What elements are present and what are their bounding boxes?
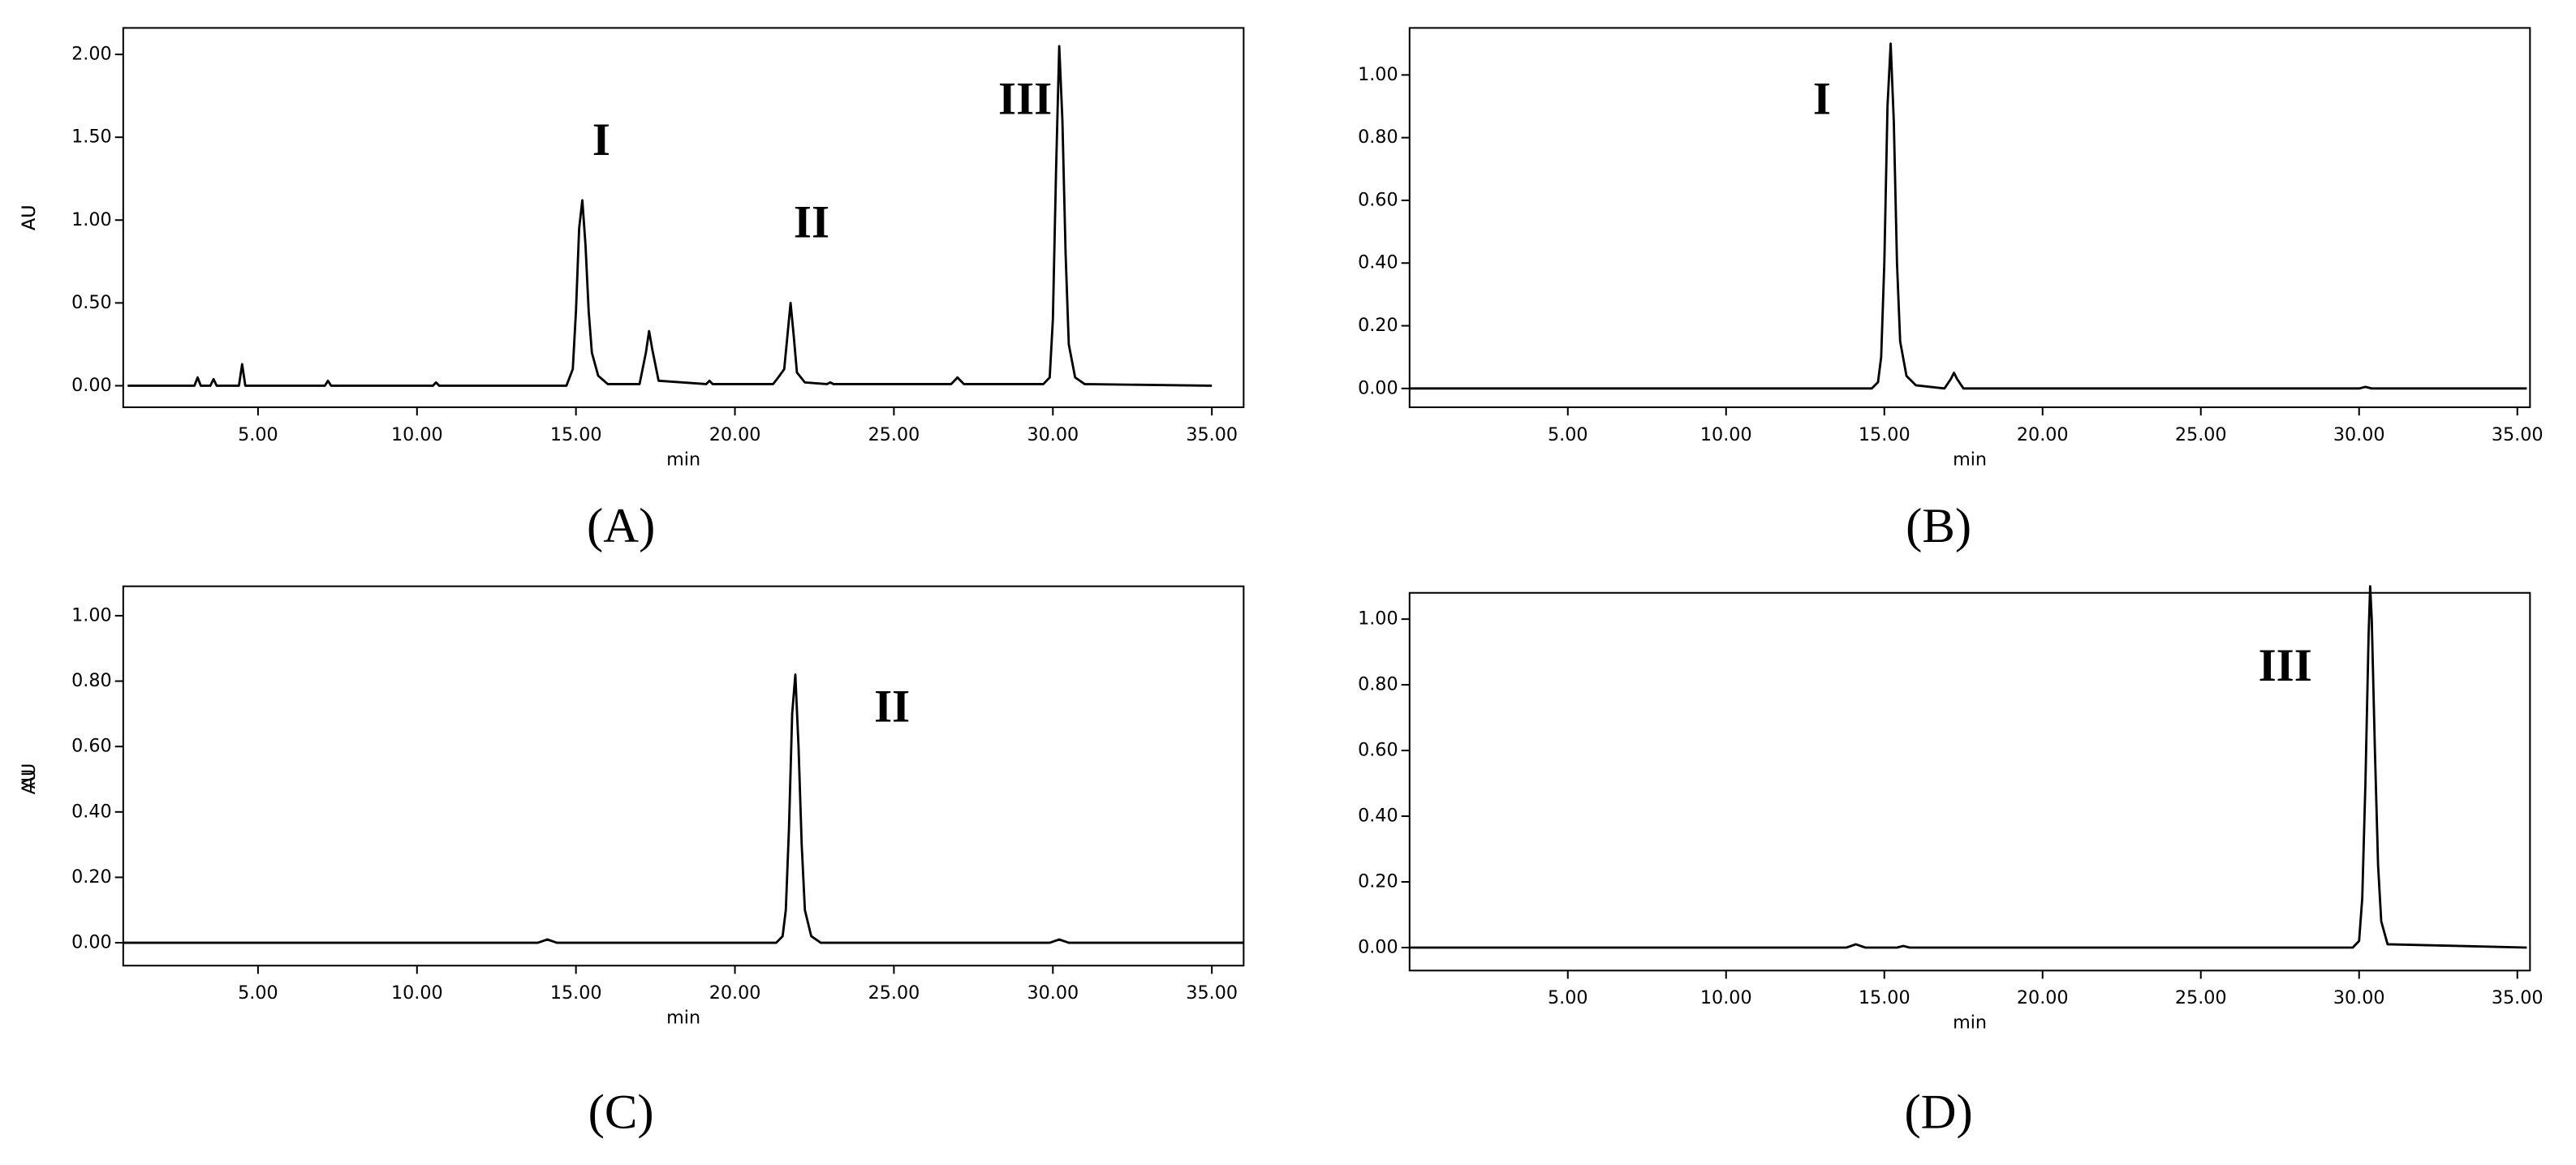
x-axis-label: min (1953, 1012, 1987, 1034)
y-tick-label: 0.80 (1358, 674, 1398, 695)
x-tick-label: 15.00 (1859, 424, 1910, 445)
x-axis-label: min (1953, 449, 1987, 470)
y-tick-label: 0.80 (71, 670, 112, 691)
y-tick-label: 0.20 (1358, 315, 1398, 336)
x-tick-label: 15.00 (550, 424, 602, 445)
x-tick-label: 35.00 (1186, 982, 1238, 1004)
y-tick-label: 2.00 (71, 44, 112, 65)
x-tick-label: 10.00 (391, 982, 443, 1004)
plot-frame (122, 585, 1245, 967)
y-tick-label: 0.00 (1358, 936, 1398, 957)
x-tick-label: 15.00 (1859, 987, 1910, 1008)
plot-frame (1408, 27, 2531, 409)
y-axis-label: AU (19, 763, 40, 789)
x-tick-label: 20.00 (709, 424, 761, 445)
y-tick-label: 1.00 (1358, 608, 1398, 630)
y-tick-label: 0.80 (1358, 127, 1398, 148)
y-tick-label: 0.20 (71, 866, 112, 888)
x-tick-label: 35.00 (2492, 987, 2544, 1008)
peak-annotation: III (2259, 641, 2312, 691)
y-tick-label: 1.00 (71, 604, 112, 625)
x-tick-label: 30.00 (2333, 424, 2385, 445)
x-tick-label: 5.00 (238, 424, 278, 445)
peak-annotation: I (1813, 75, 1831, 125)
panel-caption: (B) (1906, 499, 1971, 553)
y-tick-label: 0.40 (1358, 806, 1398, 827)
x-tick-label: 25.00 (2175, 987, 2227, 1008)
peak-annotation: II (794, 197, 829, 247)
y-tick-label: 0.00 (1358, 377, 1398, 398)
x-axis-label: min (666, 1008, 700, 1029)
y-tick-label: 0.40 (1358, 252, 1398, 273)
x-tick-label: 20.00 (2017, 424, 2069, 445)
x-tick-label: 25.00 (868, 982, 920, 1004)
y-tick-label: 0.20 (1358, 871, 1398, 892)
y-tick-label: 0.40 (71, 801, 112, 822)
y-axis-label: AU (19, 204, 40, 230)
chromatogram-line (1409, 585, 2527, 949)
x-tick-label: 10.00 (1700, 424, 1752, 445)
y-tick-label: 1.00 (1358, 64, 1398, 85)
x-axis-label: min (666, 449, 700, 470)
y-tick-label: 0.00 (71, 375, 112, 396)
x-tick-label: 25.00 (2175, 424, 2227, 445)
x-tick-label: 25.00 (868, 424, 920, 445)
plot-frame (1408, 591, 2531, 972)
x-tick-label: 35.00 (2492, 424, 2544, 445)
y-tick-label: 0.60 (71, 736, 112, 757)
x-tick-label: 15.00 (550, 982, 602, 1004)
peak-annotation: I (592, 115, 610, 166)
x-tick-label: 5.00 (1548, 987, 1588, 1008)
y-tick-label: 1.00 (71, 209, 112, 230)
y-tick-label: 0.50 (71, 292, 112, 313)
x-tick-label: 5.00 (238, 982, 278, 1004)
x-tick-label: 5.00 (1548, 424, 1588, 445)
peak-annotation: III (998, 75, 1052, 125)
x-tick-label: 30.00 (1027, 424, 1079, 445)
x-tick-label: 30.00 (1027, 982, 1079, 1004)
panel-caption: (D) (1904, 1085, 1972, 1139)
x-tick-label: 20.00 (709, 982, 761, 1004)
x-tick-label: 10.00 (1700, 987, 1752, 1008)
x-tick-label: 30.00 (2333, 987, 2385, 1008)
y-tick-label: 1.50 (71, 127, 112, 148)
x-tick-label: 20.00 (2017, 987, 2069, 1008)
chromatogram-line (1409, 42, 2527, 390)
chromatogram-line (127, 45, 1213, 387)
panel-caption: (A) (587, 499, 655, 553)
y-tick-label: 0.00 (71, 932, 112, 953)
chromatogram-line (123, 673, 1244, 944)
panel-caption: (C) (588, 1085, 654, 1139)
plot-frame (122, 27, 1245, 409)
y-tick-label: 0.60 (1358, 740, 1398, 761)
y-axis-label: AU (19, 204, 40, 230)
y-tick-label: 0.60 (1358, 189, 1398, 210)
x-tick-label: 10.00 (391, 424, 443, 445)
y-axis-label: AU (19, 769, 40, 795)
peak-annotation: II (874, 681, 910, 732)
x-tick-label: 35.00 (1186, 424, 1238, 445)
